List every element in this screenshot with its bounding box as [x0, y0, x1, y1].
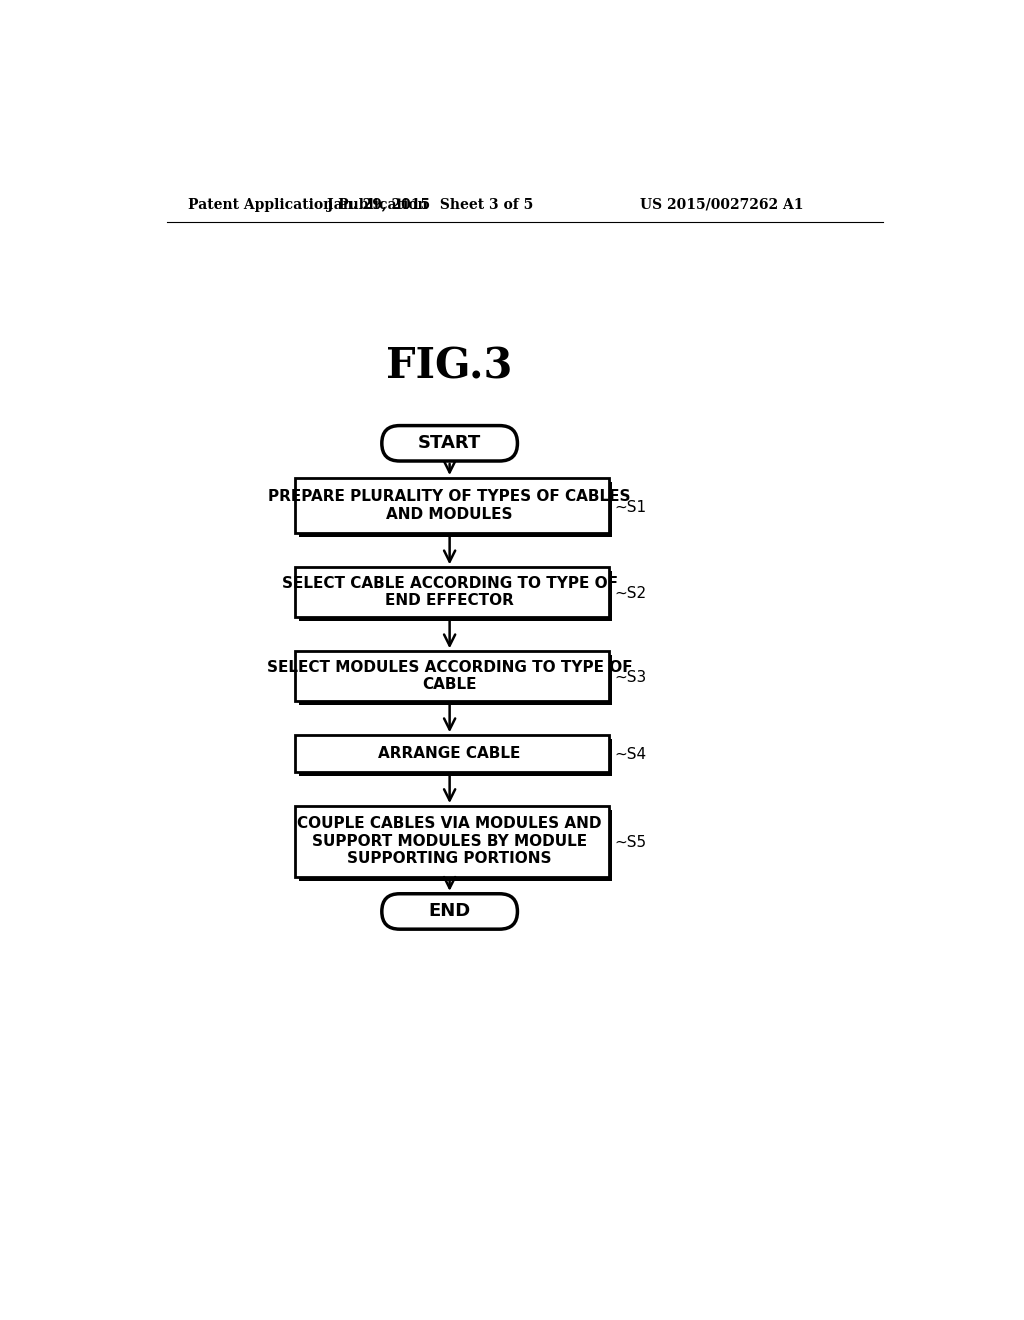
Bar: [295, 478, 608, 533]
Text: SELECT CABLE ACCORDING TO TYPE OF
END EFFECTOR: SELECT CABLE ACCORDING TO TYPE OF END EF…: [282, 576, 617, 609]
Text: ~S4: ~S4: [614, 747, 647, 763]
Bar: [299, 572, 612, 622]
Bar: [295, 651, 608, 701]
Text: ~S3: ~S3: [614, 671, 647, 685]
Text: ~S5: ~S5: [614, 836, 647, 850]
Bar: [299, 482, 612, 537]
Bar: [299, 739, 612, 776]
Text: COUPLE CABLES VIA MODULES AND
SUPPORT MODULES BY MODULE
SUPPORTING PORTIONS: COUPLE CABLES VIA MODULES AND SUPPORT MO…: [297, 817, 602, 866]
Bar: [299, 655, 612, 705]
Text: PREPARE PLURALITY OF TYPES OF CABLES
AND MODULES: PREPARE PLURALITY OF TYPES OF CABLES AND…: [268, 490, 631, 521]
Text: ~S1: ~S1: [614, 499, 647, 515]
Bar: [295, 807, 608, 876]
Text: END: END: [428, 903, 471, 920]
Bar: [295, 568, 608, 618]
Text: US 2015/0027262 A1: US 2015/0027262 A1: [640, 198, 803, 211]
Text: START: START: [418, 434, 481, 453]
Text: FIG.3: FIG.3: [386, 346, 513, 387]
FancyBboxPatch shape: [382, 425, 517, 461]
Bar: [299, 810, 612, 880]
Text: SELECT MODULES ACCORDING TO TYPE OF
CABLE: SELECT MODULES ACCORDING TO TYPE OF CABL…: [267, 660, 633, 693]
Text: Jan. 29, 2015  Sheet 3 of 5: Jan. 29, 2015 Sheet 3 of 5: [327, 198, 534, 211]
Text: ARRANGE CABLE: ARRANGE CABLE: [379, 746, 521, 762]
FancyBboxPatch shape: [382, 894, 517, 929]
Text: ~S2: ~S2: [614, 586, 647, 601]
Text: Patent Application Publication: Patent Application Publication: [188, 198, 428, 211]
Bar: [295, 735, 608, 772]
